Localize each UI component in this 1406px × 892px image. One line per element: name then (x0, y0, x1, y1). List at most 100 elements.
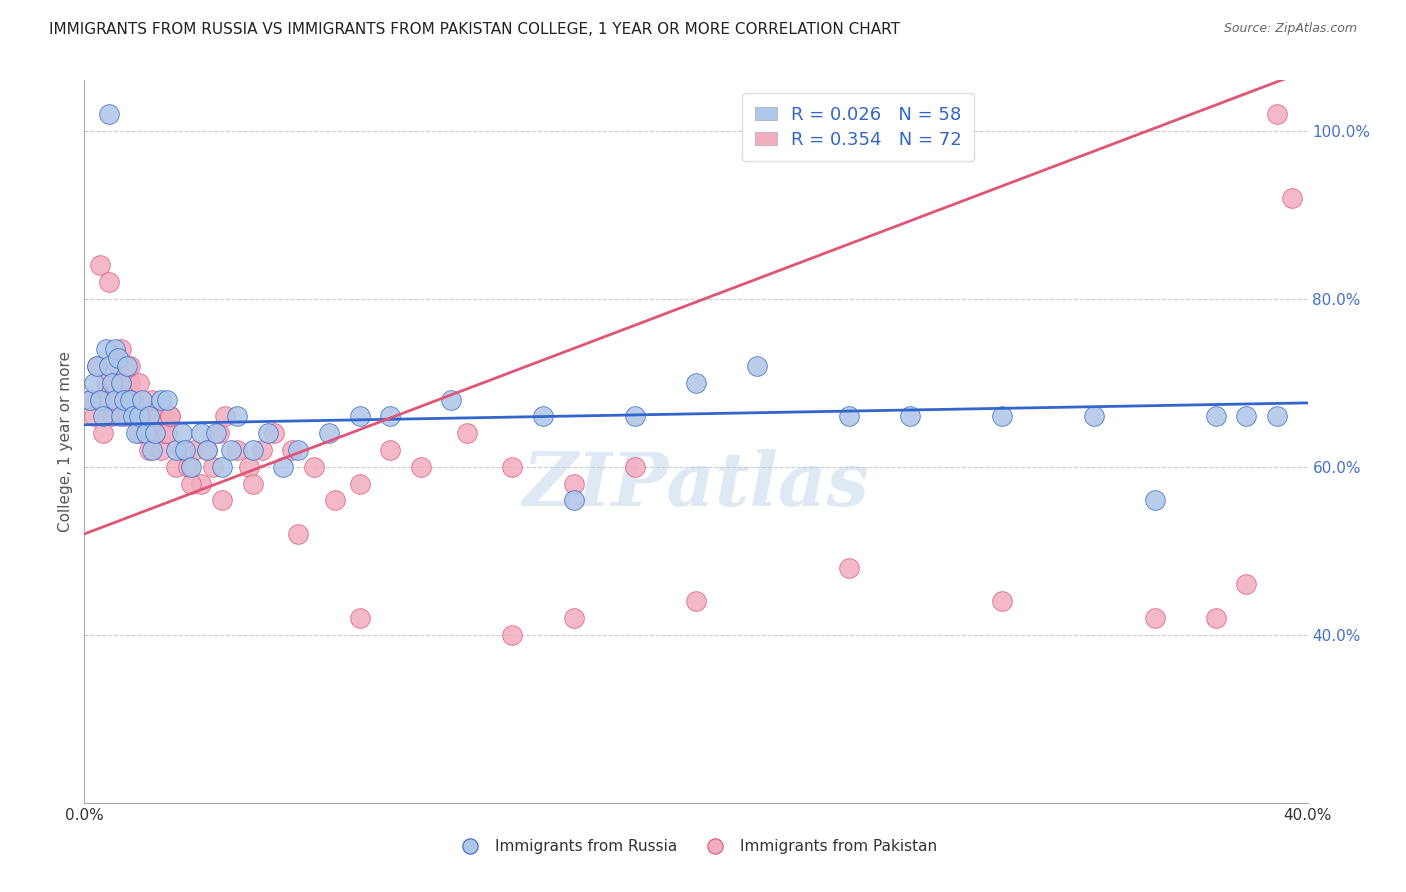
Point (205, 426, 228, 441)
Point (122, 392, 145, 407)
Point (242, 442, 264, 457)
Point (141, 409, 163, 424)
Point (323, 493, 346, 508)
Point (238, 459, 260, 474)
Point (685, 376, 707, 390)
Point (131, 409, 153, 424)
Point (156, 392, 179, 407)
Point (242, 476, 264, 491)
Point (1265, 107, 1288, 121)
Text: IMMIGRANTS FROM RUSSIA VS IMMIGRANTS FROM PAKISTAN COLLEGE, 1 YEAR OR MORE CORRE: IMMIGRANTS FROM RUSSIA VS IMMIGRANTS FRO… (49, 22, 900, 37)
Point (143, 426, 166, 441)
Point (174, 442, 197, 457)
Point (1205, 409, 1227, 424)
Point (281, 442, 304, 457)
Point (1265, 409, 1288, 424)
Point (183, 442, 205, 457)
Point (86, 359, 108, 373)
Point (991, 594, 1014, 608)
Y-axis label: College, 1 year or more: College, 1 year or more (58, 351, 73, 532)
Point (747, 359, 769, 373)
Point (146, 409, 169, 424)
Point (138, 409, 160, 424)
Point (120, 392, 142, 407)
Point (110, 376, 132, 390)
Point (153, 426, 176, 441)
Point (250, 442, 273, 457)
Point (685, 594, 707, 608)
Point (226, 409, 249, 424)
Point (502, 459, 524, 474)
Point (149, 442, 172, 457)
Point (89, 392, 111, 407)
Point (141, 442, 163, 457)
Point (349, 476, 371, 491)
Point (302, 459, 325, 474)
Point (97, 275, 120, 289)
Point (190, 476, 212, 491)
Point (107, 351, 129, 365)
Point (120, 359, 142, 373)
Point (110, 342, 132, 356)
Point (502, 628, 524, 642)
Point (211, 459, 233, 474)
Point (83, 409, 105, 424)
Point (104, 392, 127, 407)
Point (91, 426, 114, 441)
Point (257, 426, 280, 441)
Point (149, 392, 172, 407)
Point (562, 611, 585, 625)
Point (110, 409, 132, 424)
Point (226, 442, 249, 457)
Point (97, 107, 120, 121)
Point (201, 459, 224, 474)
Point (120, 376, 142, 390)
Point (456, 426, 478, 441)
Point (624, 459, 647, 474)
Point (318, 426, 340, 441)
Point (271, 459, 294, 474)
Point (349, 611, 371, 625)
Point (562, 493, 585, 508)
Point (263, 426, 285, 441)
Point (101, 376, 124, 390)
Point (101, 409, 124, 424)
Point (195, 442, 218, 457)
Point (159, 409, 181, 424)
Point (112, 392, 135, 407)
Point (1236, 577, 1258, 591)
Point (214, 409, 236, 424)
Point (1205, 611, 1227, 625)
Point (531, 409, 554, 424)
Point (91, 409, 114, 424)
Point (141, 392, 163, 407)
Point (172, 426, 194, 441)
Point (125, 426, 148, 441)
Point (94, 342, 117, 356)
Point (79, 392, 101, 407)
Point (208, 426, 231, 441)
Point (180, 459, 202, 474)
Point (112, 392, 135, 407)
Point (104, 342, 127, 356)
Point (131, 392, 153, 407)
Text: Source: ZipAtlas.com: Source: ZipAtlas.com (1223, 22, 1357, 36)
Point (107, 359, 129, 373)
Point (219, 442, 242, 457)
Point (110, 376, 132, 390)
Point (143, 426, 166, 441)
Point (128, 426, 150, 441)
Point (380, 442, 402, 457)
Point (380, 409, 402, 424)
Point (1143, 611, 1166, 625)
Point (409, 459, 432, 474)
Point (86, 359, 108, 373)
Point (89, 258, 111, 272)
Point (135, 426, 157, 441)
Point (159, 409, 181, 424)
Point (89, 392, 111, 407)
Point (122, 409, 145, 424)
Point (1143, 493, 1166, 508)
Point (838, 560, 860, 574)
Point (898, 409, 921, 424)
